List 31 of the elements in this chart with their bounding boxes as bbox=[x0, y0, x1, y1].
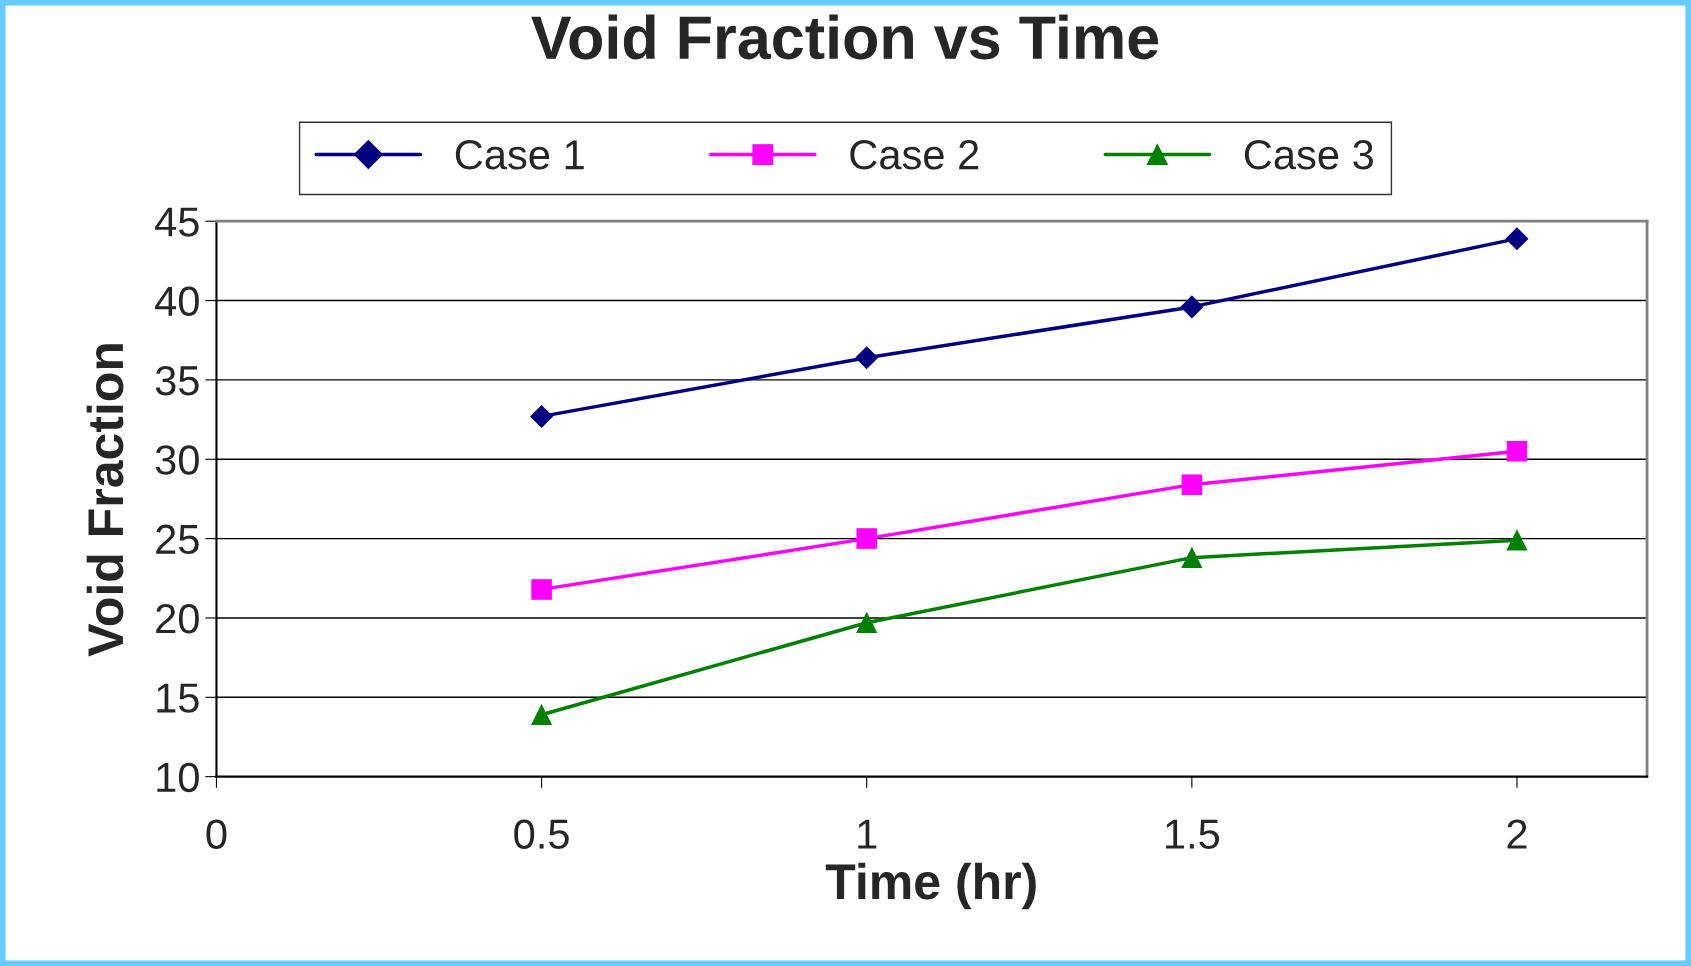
x-tick-label: 1 bbox=[858, 819, 877, 849]
y-axis-title: Void Fraction bbox=[86, 344, 124, 657]
x-tick-label: 2 bbox=[1507, 819, 1527, 849]
y-tick-label: 10 bbox=[157, 762, 199, 793]
y-tick-label: 25 bbox=[156, 524, 199, 555]
point bbox=[1505, 227, 1529, 250]
y-tick-label: 35 bbox=[155, 365, 199, 396]
x-tick-label: 1.5 bbox=[1166, 819, 1220, 849]
point bbox=[856, 612, 877, 633]
x-tick-label: 0 bbox=[206, 819, 227, 849]
legend-label: Case 2 bbox=[850, 140, 979, 170]
point bbox=[1506, 529, 1528, 551]
point bbox=[531, 579, 552, 600]
y-tick-label: 20 bbox=[156, 603, 199, 634]
x-tick-label: 0.5 bbox=[514, 819, 569, 849]
point bbox=[1180, 295, 1204, 319]
point bbox=[855, 346, 879, 370]
y-tick-label: 30 bbox=[155, 445, 199, 475]
legend-label: Case 1 bbox=[455, 140, 584, 170]
chart-title: Void Fraction vs Time bbox=[531, 14, 1159, 60]
point bbox=[1506, 441, 1528, 462]
point bbox=[1181, 547, 1203, 568]
point bbox=[531, 704, 552, 726]
point bbox=[530, 405, 553, 428]
point bbox=[856, 528, 877, 549]
point bbox=[1181, 474, 1203, 495]
x-axis-title: Time (hr) bbox=[825, 862, 1036, 910]
y-tick-label: 45 bbox=[155, 207, 199, 237]
y-tick-label: 15 bbox=[157, 683, 199, 713]
legend-label: Case 3 bbox=[1244, 140, 1373, 170]
y-tick-label: 40 bbox=[155, 286, 199, 317]
